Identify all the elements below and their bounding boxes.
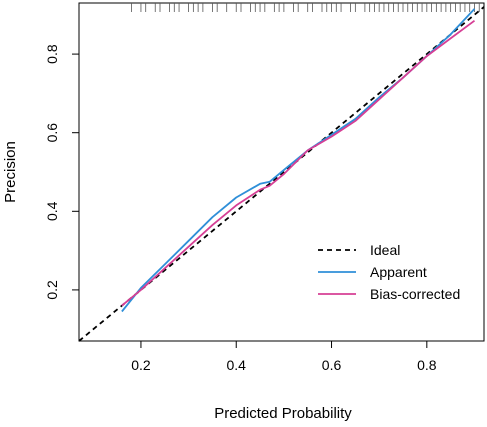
y-tick-label: 0.4 bbox=[44, 201, 60, 221]
series-bias-corrected-line bbox=[121, 19, 476, 307]
legend-label-bias-corrected: Bias-corrected bbox=[370, 286, 460, 302]
x-tick-label: 0.2 bbox=[131, 357, 151, 373]
legend-label-ideal: Ideal bbox=[370, 242, 400, 258]
x-axis-label: Predicted Probability bbox=[214, 405, 352, 422]
legend-label-apparent: Apparent bbox=[370, 264, 427, 280]
x-tick-label: 0.8 bbox=[417, 357, 437, 373]
y-tick-label: 0.6 bbox=[44, 123, 60, 143]
x-tick-label: 0.6 bbox=[322, 357, 342, 373]
y-tick-label: 0.8 bbox=[44, 44, 60, 64]
y-tick-label: 0.2 bbox=[44, 280, 60, 300]
series-ideal-line bbox=[78, 6, 485, 342]
plot-area: 0.2 0.4 0.6 0.8 0.2 0.4 0.6 0.8 bbox=[44, 2, 485, 373]
plot-frame bbox=[78, 2, 485, 342]
x-tick-label: 0.4 bbox=[227, 357, 247, 373]
y-axis-label: Precision bbox=[2, 141, 19, 203]
legend: Ideal Apparent Bias-corrected bbox=[318, 242, 460, 302]
